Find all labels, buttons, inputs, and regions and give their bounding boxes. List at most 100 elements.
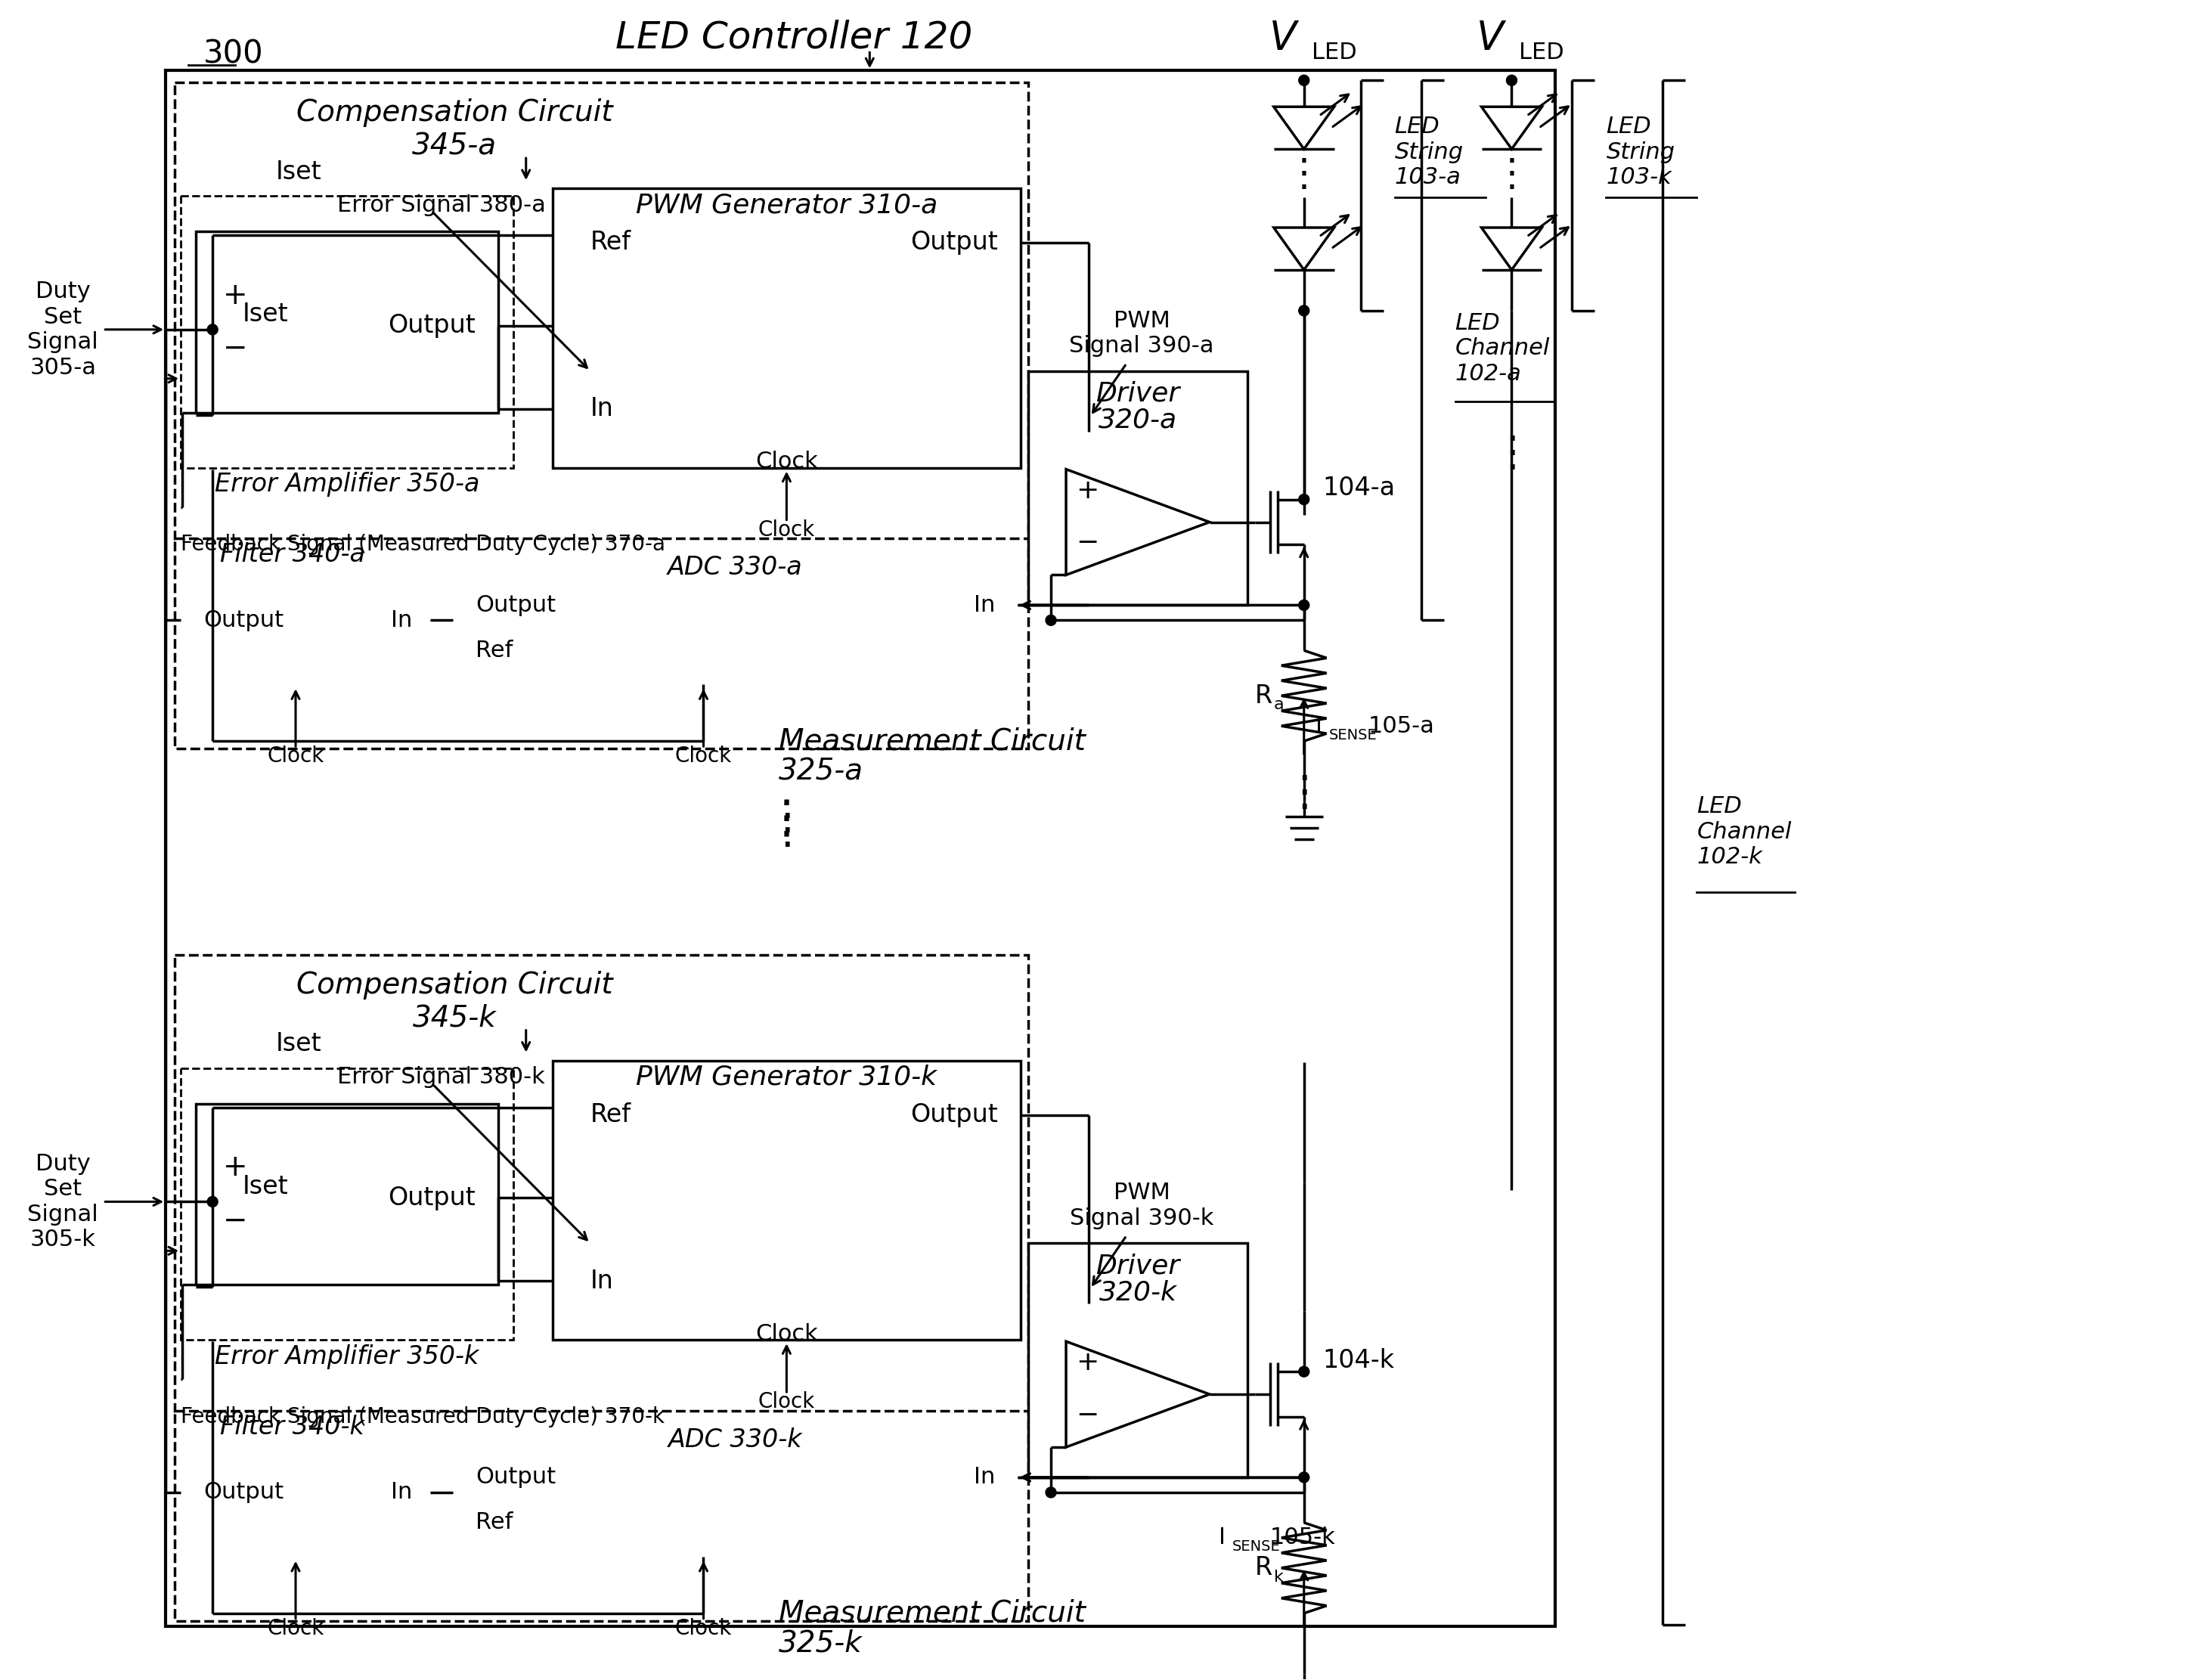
Text: 105-a: 105-a bbox=[1367, 716, 1435, 738]
Text: Clock: Clock bbox=[756, 450, 817, 472]
Text: R: R bbox=[1255, 684, 1273, 709]
Text: 345-k: 345-k bbox=[412, 1005, 495, 1033]
Text: I: I bbox=[1315, 716, 1321, 738]
Circle shape bbox=[1045, 615, 1056, 625]
Bar bbox=[167, 71, 1556, 1626]
Text: Feedback Signal (Measured Duty Cycle) 370-k: Feedback Signal (Measured Duty Cycle) 37… bbox=[182, 1406, 664, 1428]
Text: LED
String
103-a: LED String 103-a bbox=[1396, 116, 1464, 188]
Text: Clock: Clock bbox=[758, 519, 815, 541]
Text: LED
Channel
102-a: LED Channel 102-a bbox=[1455, 312, 1549, 385]
Text: I: I bbox=[1218, 1527, 1225, 1549]
Text: ⋮: ⋮ bbox=[1286, 156, 1323, 193]
Text: Ref: Ref bbox=[589, 230, 631, 255]
Bar bbox=[454, 553, 1017, 684]
Text: Output: Output bbox=[911, 230, 999, 255]
Text: k: k bbox=[1273, 1569, 1284, 1584]
Text: LED: LED bbox=[1518, 42, 1564, 64]
Text: a: a bbox=[1273, 697, 1284, 712]
Bar bbox=[552, 1060, 1021, 1341]
Bar bbox=[552, 188, 1021, 467]
Text: In: In bbox=[973, 595, 995, 617]
Text: 345-a: 345-a bbox=[412, 131, 497, 160]
Bar bbox=[1028, 1243, 1247, 1477]
Text: 320-a: 320-a bbox=[1098, 407, 1177, 433]
Text: LED
String
103-k: LED String 103-k bbox=[1606, 116, 1674, 188]
Text: −: − bbox=[223, 334, 248, 363]
Text: Duty
Set
Signal
305-a: Duty Set Signal 305-a bbox=[28, 281, 99, 378]
Bar bbox=[195, 1104, 497, 1285]
Text: Compensation Circuit: Compensation Circuit bbox=[296, 99, 613, 128]
Text: Filter 340-k: Filter 340-k bbox=[219, 1415, 364, 1440]
Text: Ref: Ref bbox=[475, 1512, 513, 1534]
Bar bbox=[1028, 371, 1247, 605]
Text: Clock: Clock bbox=[756, 1322, 817, 1344]
Text: R: R bbox=[1255, 1556, 1273, 1581]
Text: Ref: Ref bbox=[475, 640, 513, 662]
Text: Iset: Iset bbox=[243, 302, 289, 328]
Text: Clock: Clock bbox=[267, 1618, 324, 1640]
Text: Duty
Set
Signal
305-k: Duty Set Signal 305-k bbox=[28, 1152, 99, 1252]
Text: Error Signal 380-k: Error Signal 380-k bbox=[337, 1067, 546, 1089]
Text: In: In bbox=[392, 610, 412, 632]
Text: SENSE: SENSE bbox=[1231, 1539, 1280, 1554]
Text: −: − bbox=[1076, 531, 1098, 556]
Text: In: In bbox=[589, 396, 613, 422]
Text: Iset: Iset bbox=[243, 1174, 289, 1200]
Circle shape bbox=[1299, 1472, 1310, 1483]
Text: 105-k: 105-k bbox=[1271, 1527, 1337, 1549]
Circle shape bbox=[1299, 494, 1310, 504]
Text: Feedback Signal (Measured Duty Cycle) 370-a: Feedback Signal (Measured Duty Cycle) 37… bbox=[182, 534, 666, 556]
Text: Output: Output bbox=[911, 1102, 999, 1127]
Text: Error Amplifier 350-a: Error Amplifier 350-a bbox=[215, 472, 480, 497]
Text: PWM Generator 310-a: PWM Generator 310-a bbox=[635, 192, 938, 218]
Bar bbox=[175, 82, 1028, 543]
Circle shape bbox=[1299, 1366, 1310, 1378]
Text: 325-a: 325-a bbox=[780, 758, 863, 786]
Text: ⋮: ⋮ bbox=[1490, 433, 1534, 474]
Text: LED Controller 120: LED Controller 120 bbox=[616, 18, 973, 55]
Text: +: + bbox=[223, 281, 248, 309]
Text: Measurement Circuit: Measurement Circuit bbox=[780, 1599, 1087, 1628]
Text: LED: LED bbox=[1312, 42, 1356, 64]
Bar bbox=[175, 539, 1028, 749]
Text: ⋮: ⋮ bbox=[1492, 156, 1532, 193]
Bar bbox=[182, 571, 429, 684]
Bar bbox=[182, 197, 513, 467]
Text: Measurement Circuit: Measurement Circuit bbox=[780, 727, 1087, 756]
Text: PWM Generator 310-k: PWM Generator 310-k bbox=[635, 1063, 938, 1090]
Text: V: V bbox=[1477, 18, 1505, 59]
Text: 320-k: 320-k bbox=[1100, 1280, 1177, 1305]
Text: PWM
Signal 390-k: PWM Signal 390-k bbox=[1069, 1181, 1214, 1230]
Text: 300: 300 bbox=[204, 39, 263, 71]
Text: Driver: Driver bbox=[1096, 381, 1179, 407]
Text: Compensation Circuit: Compensation Circuit bbox=[296, 971, 613, 1000]
Text: ADC 330-k: ADC 330-k bbox=[668, 1426, 802, 1452]
Text: Clock: Clock bbox=[675, 746, 732, 766]
Text: Clock: Clock bbox=[675, 1618, 732, 1640]
Text: 325-k: 325-k bbox=[780, 1630, 863, 1658]
Circle shape bbox=[208, 324, 217, 334]
Bar bbox=[182, 1445, 429, 1556]
Text: Output: Output bbox=[204, 610, 283, 632]
Text: ADC 330-a: ADC 330-a bbox=[668, 554, 802, 580]
Text: Clock: Clock bbox=[758, 1391, 815, 1413]
Text: Filter 340-a: Filter 340-a bbox=[219, 543, 366, 568]
Bar bbox=[175, 954, 1028, 1416]
Text: In: In bbox=[392, 1482, 412, 1504]
Text: In: In bbox=[589, 1268, 613, 1294]
Circle shape bbox=[1299, 600, 1310, 610]
Circle shape bbox=[1299, 76, 1310, 86]
Text: Error Amplifier 350-k: Error Amplifier 350-k bbox=[215, 1344, 480, 1369]
Circle shape bbox=[1045, 1487, 1056, 1497]
Bar bbox=[454, 1425, 1017, 1557]
Text: Output: Output bbox=[475, 1467, 557, 1488]
Text: ⋮: ⋮ bbox=[1284, 773, 1326, 815]
Text: 104-k: 104-k bbox=[1323, 1347, 1396, 1373]
Text: Output: Output bbox=[475, 595, 557, 617]
Text: Output: Output bbox=[388, 312, 475, 338]
Circle shape bbox=[208, 1196, 217, 1206]
Circle shape bbox=[1507, 76, 1516, 86]
Text: ⋮: ⋮ bbox=[765, 811, 808, 852]
Text: V: V bbox=[1269, 18, 1297, 59]
Text: Error Signal 380-a: Error Signal 380-a bbox=[337, 193, 546, 217]
